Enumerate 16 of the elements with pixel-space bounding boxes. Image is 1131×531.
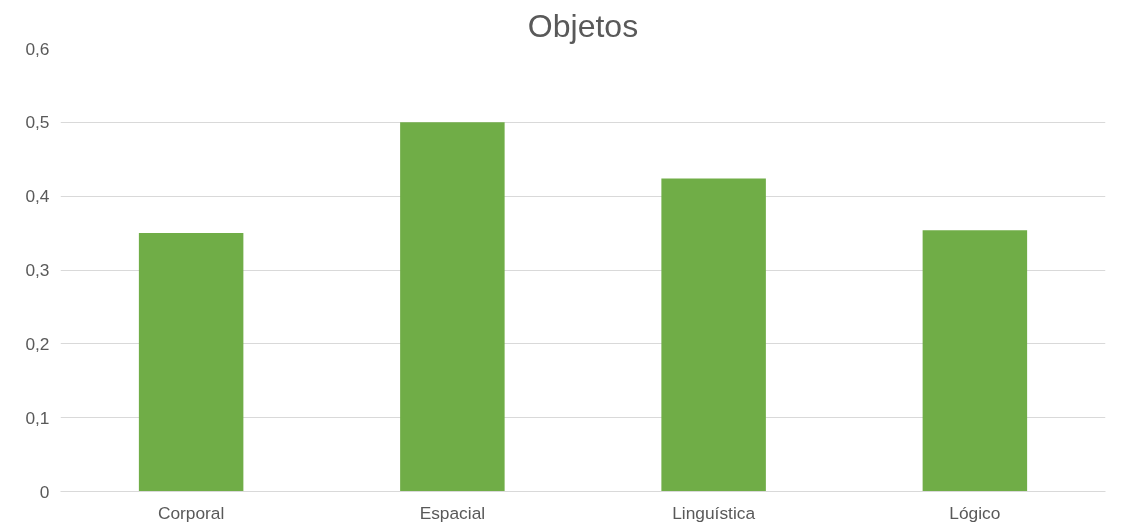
- bar: [922, 230, 1028, 492]
- x-tick-label: Linguística: [672, 502, 756, 523]
- y-tick-label: 0,2: [25, 333, 50, 354]
- bar: [138, 233, 244, 492]
- y-tick-label: 0,5: [25, 112, 50, 133]
- x-tick-label: Lógico: [949, 502, 1001, 523]
- bar: [661, 178, 766, 492]
- x-tick-label: Espacial: [419, 502, 486, 523]
- y-tick-label: 0,4: [25, 186, 50, 207]
- y-tick-label: 0,3: [25, 260, 50, 280]
- chart-title: Objetos: [527, 7, 639, 44]
- y-tick-label: 0: [39, 481, 50, 502]
- y-tick-label: 0,1: [25, 407, 50, 428]
- x-tick-label: Corporal: [157, 502, 225, 523]
- y-tick-label: 0,6: [25, 38, 50, 59]
- bar: [400, 122, 505, 492]
